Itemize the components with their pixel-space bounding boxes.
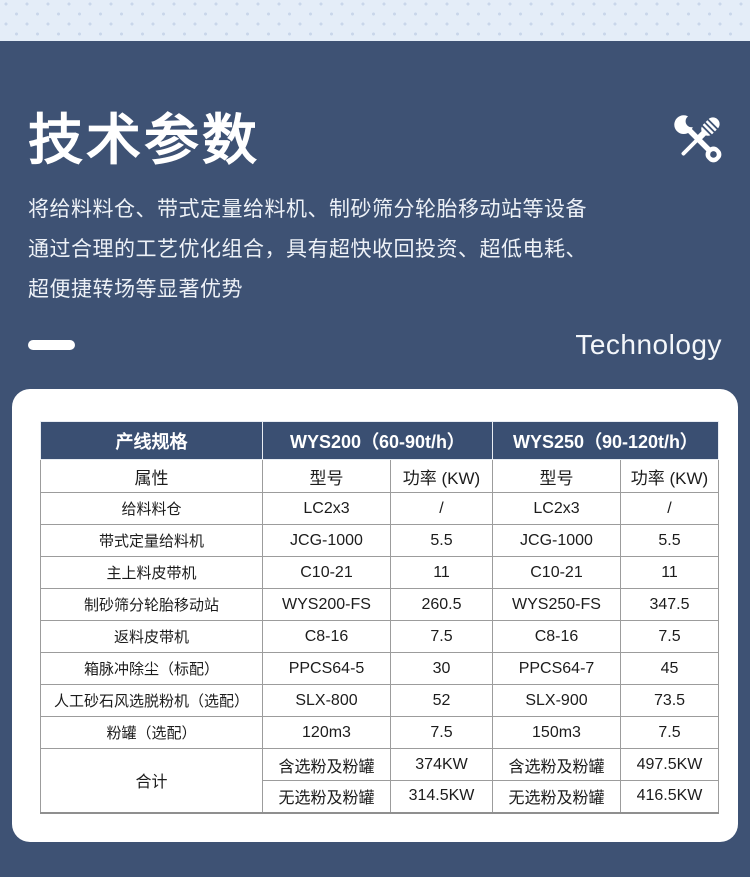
subheader-model-1: 型号 (262, 459, 391, 493)
cell-model-2: C8-16 (492, 620, 621, 653)
cell-model-1: C8-16 (262, 620, 391, 653)
table-row: 箱脉冲除尘（标配） PPCS64-5 30 PPCS64-7 45 (40, 652, 720, 685)
table-header-row: 产线规格 WYS200（60-90t/h） WYS250（90-120t/h） (40, 421, 720, 460)
cell-power-2: 5.5 (619, 524, 720, 557)
subheader-model-2: 型号 (492, 459, 621, 493)
cell-model-2: LC2x3 (492, 492, 621, 525)
cell-power-2: / (619, 492, 720, 525)
total-desc-2: 含选粉及粉罐 (492, 748, 621, 781)
cell-model-2: SLX-900 (492, 684, 621, 717)
row-label: 箱脉冲除尘（标配） (40, 652, 263, 685)
description-line-3: 超便捷转场等显著优势 (28, 278, 243, 301)
cell-power-2: 11 (619, 556, 720, 589)
cell-model-2: WYS250-FS (492, 588, 621, 621)
table-subheader-row: 属性 型号 功率 (KW) 型号 功率 (KW) (40, 459, 720, 493)
table-row: 制砂筛分轮胎移动站 WYS200-FS 260.5 WYS250-FS 347.… (40, 588, 720, 621)
cell-power-1: 5.5 (390, 524, 493, 557)
row-label: 主上料皮带机 (40, 556, 263, 589)
spec-table: 产线规格 WYS200（60-90t/h） WYS250（90-120t/h） … (40, 421, 720, 814)
wrench-screwdriver-icon (666, 107, 730, 171)
cell-power-2: 7.5 (619, 620, 720, 653)
cell-power-1: 11 (390, 556, 493, 589)
hero-description: 将给料料仓、带式定量给料机、制砂筛分轮胎移动站等设备 通过合理的工艺优化组合，具… (28, 190, 722, 310)
cell-power-2: 45 (619, 652, 720, 685)
table-row: 人工砂石风选脱粉机（选配） SLX-800 52 SLX-900 73.5 (40, 684, 720, 717)
cell-model-1: JCG-1000 (262, 524, 391, 557)
total-desc-1: 无选粉及粉罐 (262, 780, 391, 813)
header-wys200: WYS200（60-90t/h） (262, 421, 493, 460)
accent-dash (28, 340, 75, 350)
table-row: 返料皮带机 C8-16 7.5 C8-16 7.5 (40, 620, 720, 653)
cell-model-2: PPCS64-7 (492, 652, 621, 685)
table-row: 粉罐（选配） 120m3 7.5 150m3 7.5 (40, 716, 720, 749)
page-title: 技术参数 (28, 109, 261, 171)
total-power-1: 314.5KW (390, 780, 493, 813)
subheader-power-2: 功率 (KW) (619, 459, 720, 493)
row-label: 粉罐（选配） (40, 716, 263, 749)
cell-model-2: 150m3 (492, 716, 621, 749)
subtitle-english: Technology (575, 329, 722, 360)
subheader-attr: 属性 (40, 459, 263, 493)
hero-section: 技术参数 将给料料仓、带式定量给料机、制砂筛分轮胎移动站等设备 通过合理的工艺优… (0, 41, 750, 364)
total-power-1: 374KW (390, 748, 493, 781)
cell-power-2: 347.5 (619, 588, 720, 621)
subheader-power-1: 功率 (KW) (390, 459, 493, 493)
cell-power-1: 30 (390, 652, 493, 685)
header-wys250: WYS250（90-120t/h） (491, 421, 720, 460)
total-label: 合计 (40, 748, 263, 813)
cell-power-1: 260.5 (390, 588, 493, 621)
cell-power-1: 7.5 (390, 716, 493, 749)
total-power-2: 497.5KW (619, 748, 720, 781)
cell-model-1: C10-21 (262, 556, 391, 589)
cell-model-1: WYS200-FS (262, 588, 391, 621)
header-product-spec: 产线规格 (40, 421, 263, 460)
table-row-total: 无选粉及粉罐 314.5KW 无选粉及粉罐 416.5KW (41, 780, 720, 813)
row-label: 返料皮带机 (40, 620, 263, 653)
cell-power-1: / (390, 492, 493, 525)
cell-model-2: C10-21 (492, 556, 621, 589)
cell-power-2: 73.5 (619, 684, 720, 717)
cell-model-2: JCG-1000 (492, 524, 621, 557)
hero-footer-row: Technology (28, 326, 722, 364)
cell-power-2: 7.5 (619, 716, 720, 749)
cell-model-1: 120m3 (262, 716, 391, 749)
spec-card: 产线规格 WYS200（60-90t/h） WYS250（90-120t/h） … (12, 389, 738, 842)
description-line-1: 将给料料仓、带式定量给料机、制砂筛分轮胎移动站等设备 (28, 198, 587, 221)
description-line-2: 通过合理的工艺优化组合，具有超快收回投资、超低电耗、 (28, 238, 587, 261)
table-row: 主上料皮带机 C10-21 11 C10-21 11 (40, 556, 720, 589)
row-label: 给料料仓 (40, 492, 263, 525)
cell-model-1: SLX-800 (262, 684, 391, 717)
total-desc-2: 无选粉及粉罐 (492, 780, 621, 813)
table-row: 给料料仓 LC2x3 / LC2x3 / (40, 492, 720, 525)
row-label: 带式定量给料机 (40, 524, 263, 557)
total-power-2: 416.5KW (619, 780, 720, 813)
total-desc-1: 含选粉及粉罐 (262, 748, 391, 781)
cell-power-1: 52 (390, 684, 493, 717)
table-row: 带式定量给料机 JCG-1000 5.5 JCG-1000 5.5 (40, 524, 720, 557)
cell-model-1: PPCS64-5 (262, 652, 391, 685)
cell-power-1: 7.5 (390, 620, 493, 653)
table-row-total: 合计 含选粉及粉罐 374KW 含选粉及粉罐 497.5KW (40, 748, 720, 813)
row-label: 人工砂石风选脱粉机（选配） (40, 684, 263, 717)
top-dotted-band (0, 0, 750, 41)
cell-model-1: LC2x3 (262, 492, 391, 525)
row-label: 制砂筛分轮胎移动站 (40, 588, 263, 621)
